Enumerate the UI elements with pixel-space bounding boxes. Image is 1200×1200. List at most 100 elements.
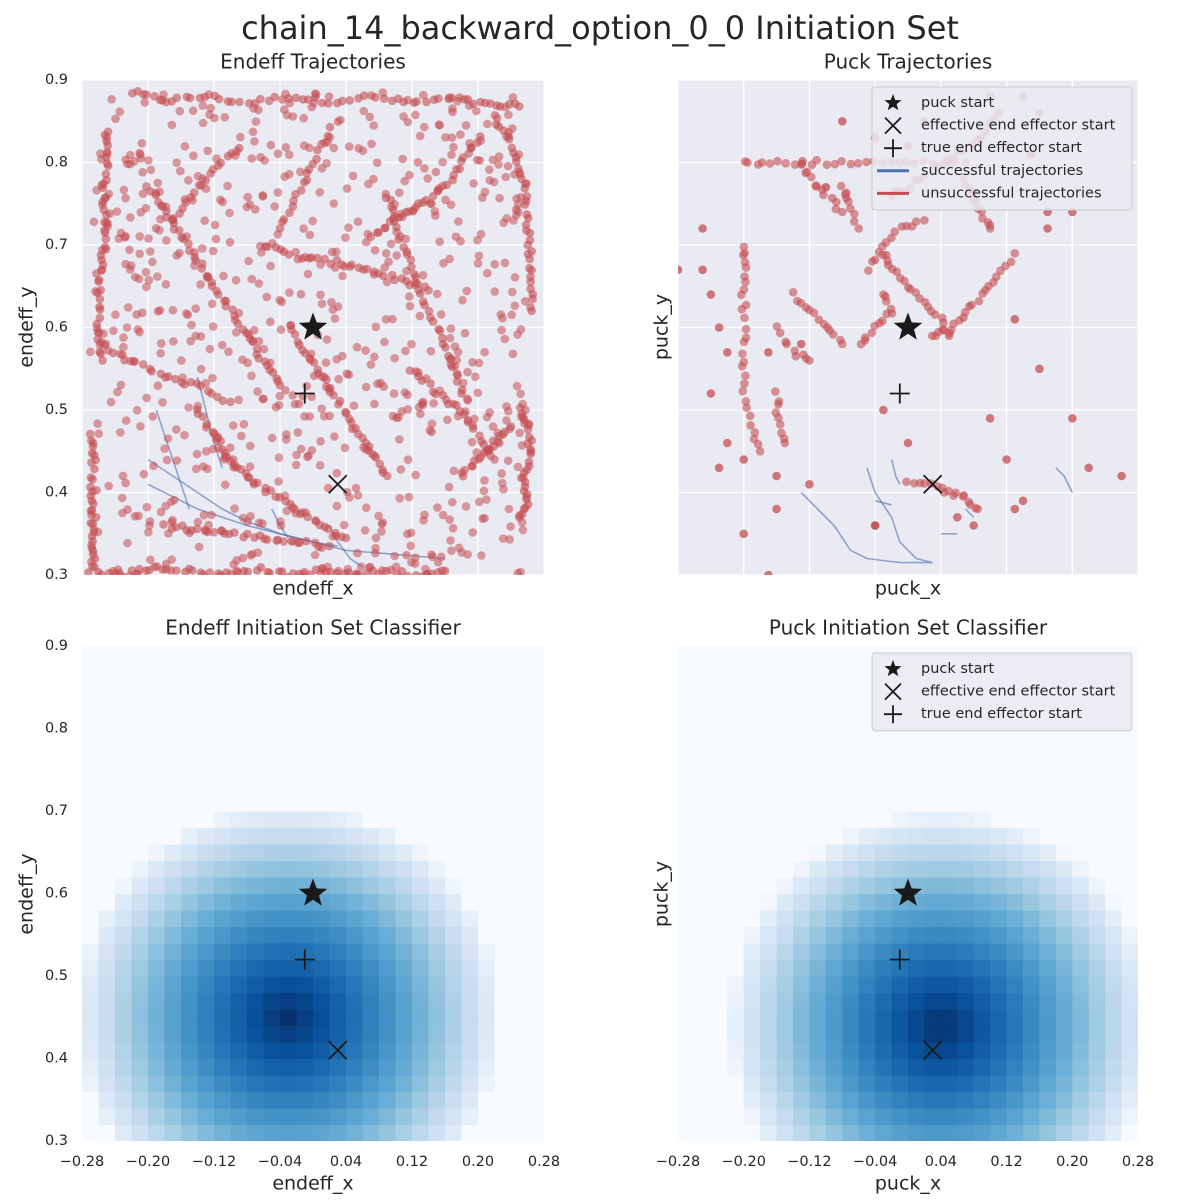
unsuccessful-point: [421, 564, 430, 574]
legend-plus-icon: [884, 139, 902, 158]
heatmap-cell: [115, 712, 133, 730]
heatmap-cell: [428, 695, 446, 713]
heatmap-cell: [990, 860, 1008, 878]
heatmap-cell: [379, 943, 397, 961]
heatmap-cell: [280, 1108, 298, 1126]
heatmap-cell: [379, 1075, 397, 1093]
unsuccessful-point: [91, 513, 101, 522]
heatmap-cell: [197, 695, 215, 713]
unsuccessful-point: [145, 517, 155, 526]
heatmap-cell: [230, 712, 248, 730]
unsuccessful-point: [243, 358, 252, 368]
unsuccessful-point: [330, 432, 339, 441]
heatmap-cell: [82, 695, 100, 713]
heatmap-cell: [395, 926, 413, 944]
heatmap-cell: [957, 1108, 975, 1126]
unsuccessful-point: [490, 260, 500, 269]
unsuccessful-point: [273, 149, 283, 158]
heatmap-cell: [990, 1108, 1008, 1126]
heatmap-cell: [115, 745, 133, 763]
heatmap-cell: [445, 778, 463, 796]
heatmap-cell: [362, 778, 380, 796]
heatmap-cell: [280, 1042, 298, 1060]
unsuccessful-point: [517, 518, 527, 527]
heatmap-cell: [280, 893, 298, 911]
heatmap-cell: [1055, 827, 1073, 845]
heatmap-cell: [214, 728, 232, 746]
heatmap-cell: [115, 827, 133, 845]
unsuccessful-point: [403, 117, 413, 127]
heatmap-cell: [924, 1009, 942, 1027]
heatmap-cell: [412, 844, 430, 862]
heatmap-cell: [230, 893, 248, 911]
heatmap-cell: [990, 827, 1008, 845]
unsuccessful-point: [250, 137, 259, 146]
heatmap-cell: [131, 695, 149, 713]
heatmap-cell: [694, 877, 712, 895]
heatmap-cell: [428, 1075, 446, 1093]
heatmap-cell: [1088, 893, 1106, 911]
y-tick-label: 0.5: [45, 968, 68, 984]
heatmap-cell: [793, 943, 811, 961]
unsuccessful-point: [109, 326, 118, 336]
heatmap-cell: [743, 926, 761, 944]
heatmap-cell: [445, 910, 463, 928]
unsuccessful-point: [142, 502, 152, 512]
heatmap-cell: [908, 794, 926, 812]
heatmap-cell: [1105, 860, 1123, 878]
heatmap-cell: [527, 943, 544, 961]
unsuccessful-point: [362, 503, 371, 512]
heatmap-cell: [115, 761, 133, 779]
unsuccessful-point: [401, 208, 411, 217]
heatmap-cell: [973, 860, 991, 878]
unsuccessful-point: [468, 424, 478, 433]
panel-title: Endeff Initiation Set Classifier: [165, 616, 461, 640]
heatmap-cell: [940, 926, 958, 944]
heatmap-cell: [313, 1042, 331, 1060]
unsuccessful-point: [147, 367, 156, 376]
unsuccessful-point: [311, 90, 321, 99]
heatmap-cell: [115, 695, 133, 713]
heatmap-cell: [694, 893, 712, 911]
heatmap-cell: [412, 959, 430, 977]
x-tick-label: −0.04: [258, 1154, 302, 1170]
heatmap-cell: [809, 877, 827, 895]
unsuccessful-point: [255, 241, 265, 251]
heatmap-cell: [710, 844, 728, 862]
heatmap-cell: [214, 811, 232, 829]
heatmap-cell: [727, 811, 745, 829]
heatmap-cell: [1072, 761, 1090, 779]
unsuccessful-point: [315, 188, 325, 197]
unsuccessful-point: [741, 397, 751, 406]
heatmap-cell: [973, 1108, 991, 1126]
unsuccessful-point: [161, 280, 171, 289]
heatmap-cell: [82, 860, 100, 878]
heatmap-cell: [743, 1009, 761, 1027]
heatmap-cell: [478, 877, 496, 895]
legend-label: true end effector start: [921, 706, 1082, 722]
heatmap-cell: [1121, 976, 1138, 994]
heatmap-cell: [1023, 1124, 1041, 1141]
heatmap-cell: [494, 712, 512, 730]
heatmap-cell: [461, 893, 479, 911]
heatmap-cell: [494, 1108, 512, 1126]
unsuccessful-point: [390, 353, 400, 363]
heatmap-cell: [412, 893, 430, 911]
unsuccessful-point: [162, 455, 172, 465]
unsuccessful-point: [512, 157, 521, 166]
legend-label: effective end effector start: [921, 684, 1116, 700]
heatmap-cell: [115, 728, 133, 746]
unsuccessful-point: [822, 160, 832, 169]
unsuccessful-point: [788, 288, 798, 297]
heatmap-cell: [263, 811, 281, 829]
heatmap-cell: [230, 1124, 248, 1141]
heatmap-cell: [678, 1009, 696, 1027]
unsuccessful-point: [405, 170, 414, 180]
unsuccessful-point: [381, 249, 391, 258]
heatmap-cell: [793, 844, 811, 862]
heatmap-cell: [230, 728, 248, 746]
unsuccessful-point: [419, 90, 428, 100]
unsuccessful-point: [939, 318, 948, 328]
unsuccessful-point: [146, 165, 156, 175]
unsuccessful-point: [517, 412, 526, 422]
